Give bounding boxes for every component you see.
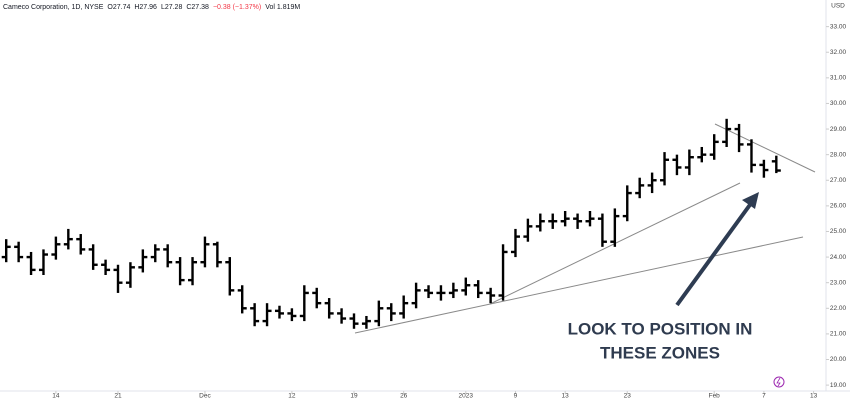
ohlc-value: −0.38 (−1.37%)	[213, 4, 261, 11]
currency: USD	[831, 3, 845, 10]
x-tick-label: 13	[562, 393, 570, 400]
x-tick-label: 19	[350, 393, 358, 400]
header: Cameco Corporation, 1D, NYSE O27.74 H27.96…	[3, 4, 300, 11]
x-tick-label: Feb	[709, 393, 721, 400]
y-tick-label: 23.00	[830, 279, 847, 286]
ohlc-value: H27.96	[134, 4, 157, 11]
event-icon-bolt	[776, 377, 781, 387]
y-tick-label: 26.00	[830, 203, 847, 210]
y-tick-label: 19.00	[830, 382, 847, 389]
x-tick-label: 9	[514, 393, 518, 400]
annotation: LOOK TO POSITION IN	[568, 319, 753, 338]
y-tick-label: 22.00	[830, 305, 847, 312]
symbol: Cameco Corporation, 1D, NYSE	[3, 4, 104, 11]
y-tick-label: 27.00	[830, 177, 847, 184]
ohlc-series	[1, 118, 781, 329]
x-tick-label: 21	[114, 393, 122, 400]
y-tick-label: 29.00	[830, 126, 847, 133]
y-tick-label: 30.00	[830, 100, 847, 107]
x-tick-label: 7	[762, 393, 766, 400]
y-tick-label: 21.00	[830, 331, 847, 338]
event-icon[interactable]	[773, 376, 785, 388]
x-tick-label: 14	[52, 393, 60, 400]
arrow	[675, 192, 759, 307]
annotation: THESE ZONES	[600, 343, 720, 362]
trendline	[354, 236, 804, 334]
ohlc-value: O27.74	[107, 4, 130, 11]
arrow-shaft	[675, 200, 754, 307]
ohlc-value: Vol 1.819M	[265, 4, 300, 11]
y-tick-label: 24.00	[830, 254, 847, 261]
x-tick-label: Dec	[199, 393, 211, 400]
x-tick-label: 26	[400, 393, 408, 400]
y-tick-label: 20.00	[830, 356, 847, 363]
trendline	[714, 123, 816, 173]
x-tick-label: 13	[810, 393, 818, 400]
y-tick-label: 31.00	[830, 75, 847, 82]
y-tick-label: 28.00	[830, 151, 847, 158]
arrow-head	[742, 192, 759, 209]
y-tick-label: 25.00	[830, 228, 847, 235]
x-tick-label: 2023	[459, 393, 474, 400]
x-tick-label: 12	[288, 393, 296, 400]
y-tick-label: 33.00	[830, 23, 847, 30]
ohlc-value: L27.28	[161, 4, 183, 11]
y-tick-label: 32.00	[830, 49, 847, 56]
x-tick-label: 23	[624, 393, 632, 400]
ohlc-value: C27.38	[186, 4, 209, 11]
